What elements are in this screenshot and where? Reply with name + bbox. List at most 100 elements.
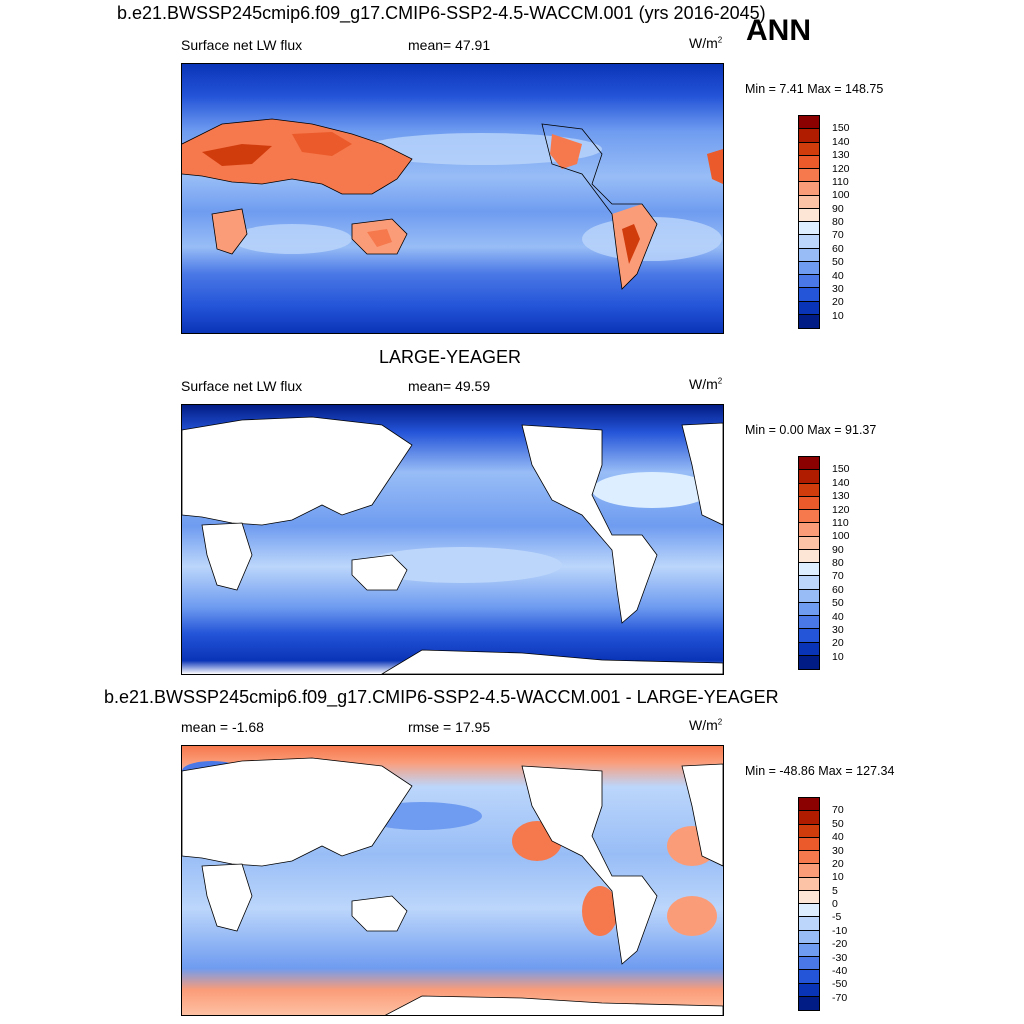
colorbar-swatch — [799, 208, 819, 222]
colorbar-tick-label: 70 — [832, 229, 844, 242]
colorbar-swatch — [799, 457, 819, 471]
panel1-map-svg — [182, 64, 723, 333]
colorbar-tick-label: 110 — [832, 175, 849, 188]
colorbar-swatch — [799, 970, 819, 984]
colorbar-tick-label: -70 — [832, 991, 848, 1004]
main-title: b.e21.BWSSP245cmip6.f09_g17.CMIP6-SSP2-4… — [117, 3, 766, 23]
colorbar-swatch — [799, 811, 819, 825]
panel2-map — [181, 404, 724, 675]
colorbar-swatch — [799, 642, 819, 656]
colorbar-swatch — [799, 288, 819, 302]
colorbar-tick-label: 70 — [832, 804, 844, 817]
colorbar-swatch — [799, 629, 819, 643]
panel2-minmax: Min = 0.00 Max = 91.37 — [745, 423, 877, 437]
colorbar-swatch — [799, 563, 819, 577]
colorbar-swatch — [799, 129, 819, 143]
colorbar-swatch — [799, 890, 819, 904]
colorbar-tick-label: 60 — [832, 583, 844, 596]
colorbar-tick-label: 80 — [832, 216, 844, 228]
colorbar-tick-label: -10 — [832, 924, 848, 937]
colorbar-tick-label: 150 — [832, 122, 850, 135]
panel3-mean-label: mean = -1.68 — [181, 719, 264, 735]
panel2-map-svg — [182, 405, 723, 674]
colorbar-swatch — [799, 549, 819, 563]
colorbar-swatch — [799, 877, 819, 891]
panel3-map-svg — [182, 746, 723, 1015]
colorbar-tick-label: 40 — [832, 831, 844, 844]
colorbar-tick-label: -50 — [832, 978, 848, 991]
colorbar-tick-label: 90 — [832, 543, 844, 556]
colorbar-swatch — [799, 496, 819, 510]
colorbar-swatch — [799, 602, 819, 616]
panel3-title: b.e21.BWSSP245cmip6.f09_g17.CMIP6-SSP2-4… — [104, 687, 779, 707]
colorbar-tick-label: 20 — [832, 857, 844, 870]
colorbar-swatch — [799, 301, 819, 315]
colorbar-tick-label: 0 — [832, 898, 838, 910]
colorbar-swatch — [799, 510, 819, 524]
panel2-mean-label: mean= 49.59 — [408, 378, 491, 394]
colorbar-swatch — [799, 195, 819, 209]
colorbar-swatch — [799, 470, 819, 484]
colorbar-tick-label: 20 — [832, 296, 844, 309]
colorbar-tick-label: 30 — [832, 844, 844, 857]
colorbar-tick-label: 100 — [832, 530, 850, 543]
panel2-colorbar — [798, 456, 820, 670]
colorbar-swatch — [799, 996, 819, 1010]
colorbar-swatch — [799, 275, 819, 289]
colorbar-swatch — [799, 182, 819, 196]
colorbar-tick-label: -30 — [832, 951, 848, 964]
colorbar-tick-label: 70 — [832, 570, 844, 583]
colorbar-swatch — [799, 943, 819, 957]
panel1-mean-label: mean= 47.91 — [408, 37, 491, 53]
colorbar-tick-label: 10 — [832, 650, 844, 663]
colorbar-tick-label: 20 — [832, 637, 844, 650]
colorbar-tick-label: 30 — [832, 282, 844, 295]
colorbar-tick-label: -20 — [832, 938, 848, 951]
colorbar-swatch — [799, 155, 819, 169]
colorbar-swatch — [799, 235, 819, 249]
panel3-colorbar — [798, 797, 820, 1011]
panel3-rmse-label: rmse = 17.95 — [408, 719, 491, 735]
colorbar-swatch — [799, 851, 819, 865]
colorbar-tick-label: 120 — [832, 503, 850, 516]
colorbar-tick-label: 40 — [832, 269, 844, 282]
colorbar-tick-label: 50 — [832, 817, 844, 830]
colorbar-swatch — [799, 616, 819, 630]
colorbar-tick-label: 5 — [832, 884, 838, 897]
panel1-colorbar — [798, 115, 820, 329]
colorbar-tick-label: 100 — [832, 189, 850, 202]
colorbar-tick-label: 40 — [832, 610, 844, 623]
colorbar-tick-label: 130 — [832, 490, 850, 503]
colorbar-swatch — [799, 957, 819, 971]
colorbar-swatch — [799, 930, 819, 944]
colorbar-swatch — [799, 523, 819, 537]
colorbar-swatch — [799, 589, 819, 603]
colorbar-tick-label: 80 — [832, 557, 844, 569]
colorbar-tick-label: 140 — [832, 476, 850, 489]
colorbar-swatch — [799, 222, 819, 236]
colorbar-tick-label: -40 — [832, 964, 848, 977]
colorbar-swatch — [799, 864, 819, 878]
colorbar-swatch — [799, 576, 819, 590]
season-label: ANN — [746, 14, 811, 47]
panel2-variable-label: Surface net LW flux — [181, 378, 303, 394]
colorbar-tick-label: 10 — [832, 309, 844, 322]
colorbar-swatch — [799, 142, 819, 156]
colorbar-swatch — [799, 248, 819, 262]
colorbar-swatch — [799, 536, 819, 550]
colorbar-tick-label: 60 — [832, 242, 844, 255]
colorbar-swatch — [799, 904, 819, 918]
panel1-minmax: Min = 7.41 Max = 148.75 — [745, 82, 884, 96]
panel3-units: W/m2 — [689, 717, 723, 733]
colorbar-tick-label: 150 — [832, 463, 850, 476]
colorbar-tick-label: 50 — [832, 597, 844, 610]
colorbar-swatch — [799, 917, 819, 931]
panel1-units: W/m2 — [689, 35, 723, 51]
colorbar-tick-label: 110 — [832, 516, 849, 529]
colorbar-tick-label: 30 — [832, 623, 844, 636]
colorbar-swatch — [799, 798, 819, 812]
panel1-variable-label: Surface net LW flux — [181, 37, 303, 53]
colorbar-swatch — [799, 983, 819, 997]
colorbar-tick-label: -5 — [832, 911, 842, 924]
colorbar-swatch — [799, 116, 819, 130]
